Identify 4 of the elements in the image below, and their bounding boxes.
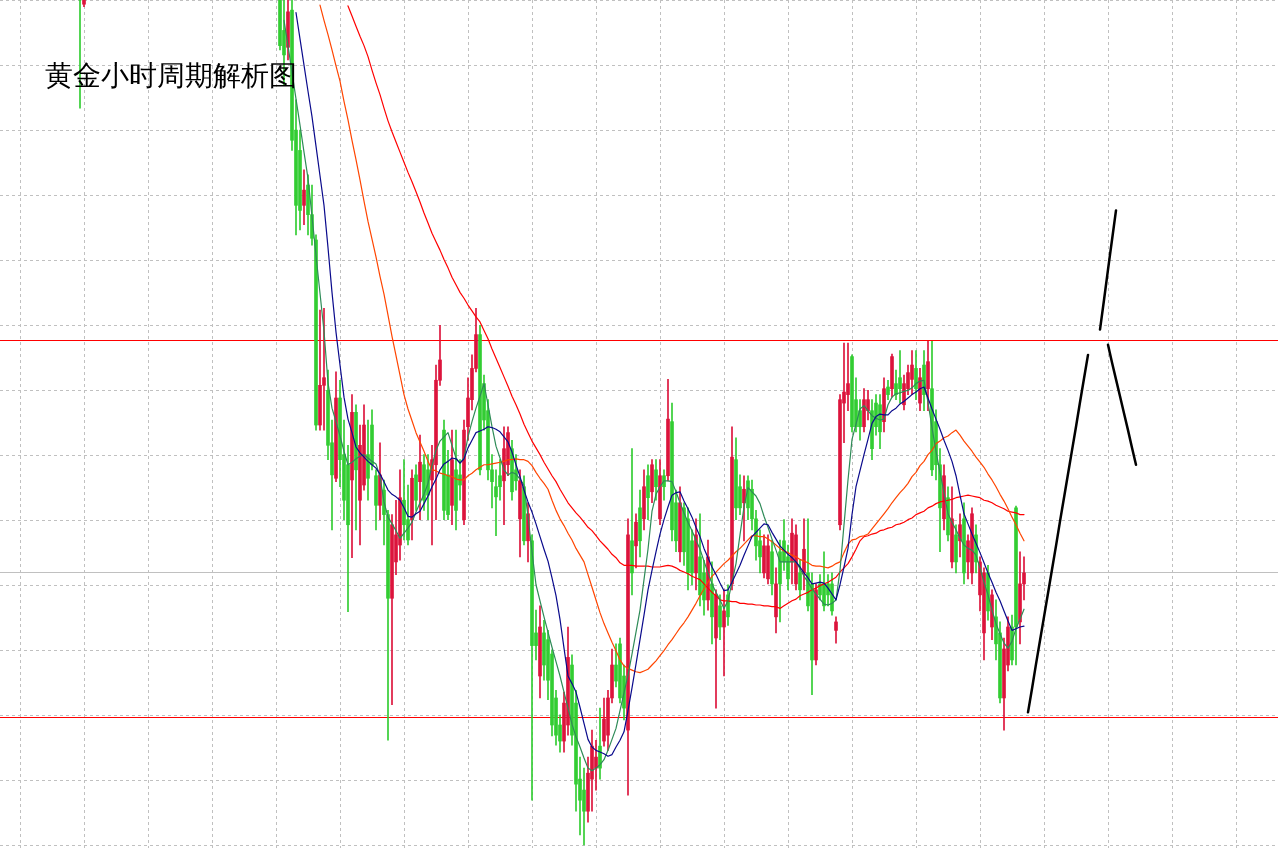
candlestick [630,448,634,596]
candlestick [898,350,902,404]
candlestick [722,589,726,677]
candlestick [322,308,326,431]
